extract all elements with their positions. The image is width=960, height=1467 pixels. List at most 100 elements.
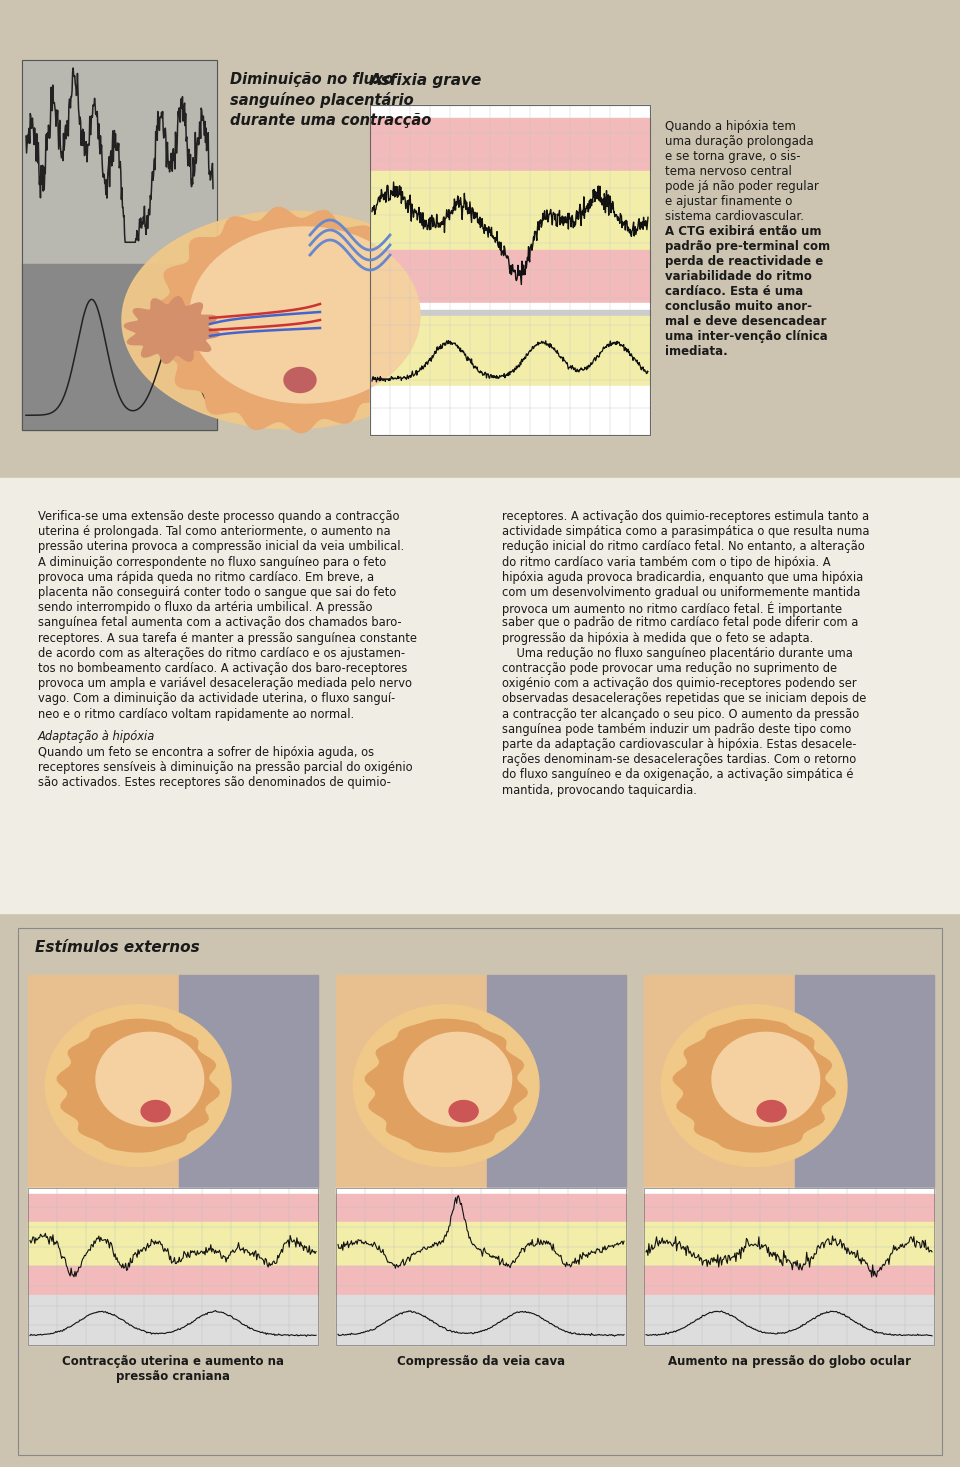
Text: sistema cardiovascular.: sistema cardiovascular. bbox=[665, 210, 804, 223]
Text: são activados. Estes receptores são denominados de quimio-: são activados. Estes receptores são deno… bbox=[38, 776, 391, 789]
Text: perda de reactividade e: perda de reactividade e bbox=[665, 255, 824, 268]
Bar bbox=[28, 1194, 318, 1222]
Text: Diminuição no fluxo
sanguíneo placentário
durante uma contracção: Diminuição no fluxo sanguíneo placentári… bbox=[230, 72, 431, 128]
Text: oxigénio com a activação dos quimio-receptores podendo ser: oxigénio com a activação dos quimio-rece… bbox=[502, 678, 856, 689]
Text: hipóxia aguda provoca bradicardia, enquanto que uma hipóxia: hipóxia aguda provoca bradicardia, enqua… bbox=[502, 571, 863, 584]
Bar bbox=[22, 264, 217, 430]
Polygon shape bbox=[122, 211, 458, 428]
Bar bbox=[28, 1188, 318, 1345]
Text: padrão pre-terminal com: padrão pre-terminal com bbox=[665, 241, 830, 252]
Ellipse shape bbox=[141, 1100, 170, 1122]
Bar bbox=[28, 1266, 318, 1295]
Text: Quando um feto se encontra a sofrer de hipóxia aguda, os: Quando um feto se encontra a sofrer de h… bbox=[38, 745, 374, 758]
Text: Adaptação à hipóxia: Adaptação à hipóxia bbox=[38, 731, 156, 744]
Bar bbox=[22, 60, 217, 430]
Bar bbox=[28, 1244, 318, 1266]
Bar bbox=[644, 1194, 934, 1222]
Text: conclusão muito anor-: conclusão muito anor- bbox=[665, 299, 812, 312]
Text: Uma redução no fluxo sanguíneo placentário durante uma: Uma redução no fluxo sanguíneo placentár… bbox=[502, 647, 852, 660]
Text: redução inicial do ritmo cardíaco fetal. No entanto, a alteração: redução inicial do ritmo cardíaco fetal.… bbox=[502, 540, 865, 553]
Text: Verifica-se uma extensão deste processo quando a contracção: Verifica-se uma extensão deste processo … bbox=[38, 511, 399, 524]
Bar bbox=[336, 1222, 626, 1244]
Bar bbox=[370, 310, 650, 317]
Text: Compressão da veia cava: Compressão da veia cava bbox=[396, 1356, 565, 1369]
Polygon shape bbox=[366, 1020, 527, 1152]
Text: neo e o ritmo cardíaco voltam rapidamente ao normal.: neo e o ritmo cardíaco voltam rapidament… bbox=[38, 707, 354, 720]
Text: Aumento na pressão do globo ocular: Aumento na pressão do globo ocular bbox=[667, 1356, 910, 1369]
Text: de acordo com as alterações do ritmo cardíaco e os ajustamen-: de acordo com as alterações do ritmo car… bbox=[38, 647, 405, 660]
Text: receptores. A sua tarefa é manter a pressão sanguínea constante: receptores. A sua tarefa é manter a pres… bbox=[38, 632, 417, 644]
Text: mantida, provocando taquicardia.: mantida, provocando taquicardia. bbox=[502, 783, 697, 797]
Bar bbox=[18, 929, 942, 1455]
Text: mal e deve desencadear: mal e deve desencadear bbox=[665, 315, 827, 329]
Bar bbox=[336, 1188, 626, 1345]
Text: a contracção ter alcançado o seu pico. O aumento da pressão: a contracção ter alcançado o seu pico. O… bbox=[502, 707, 859, 720]
Bar bbox=[644, 1188, 934, 1194]
Polygon shape bbox=[712, 1033, 820, 1127]
Text: imediata.: imediata. bbox=[665, 345, 728, 358]
Bar bbox=[336, 1194, 626, 1222]
Polygon shape bbox=[353, 1005, 539, 1166]
Ellipse shape bbox=[757, 1100, 786, 1122]
Bar bbox=[28, 1295, 318, 1345]
Polygon shape bbox=[58, 1020, 220, 1152]
Text: do ritmo cardíaco varia também com o tipo de hipóxia. A: do ritmo cardíaco varia também com o tip… bbox=[502, 556, 830, 569]
Text: observadas desacelerações repetidas que se iniciam depois de: observadas desacelerações repetidas que … bbox=[502, 692, 866, 706]
Text: tos no bombeamento cardíaco. A activação dos baro-receptores: tos no bombeamento cardíaco. A activação… bbox=[38, 662, 407, 675]
Text: uma inter-venção clínica: uma inter-venção clínica bbox=[665, 330, 828, 343]
Text: Quando a hipóxia tem: Quando a hipóxia tem bbox=[665, 120, 796, 133]
Text: pode já não poder regular: pode já não poder regular bbox=[665, 180, 819, 194]
Ellipse shape bbox=[449, 1100, 478, 1122]
Bar bbox=[644, 1295, 934, 1345]
Bar bbox=[336, 976, 626, 1345]
Bar bbox=[22, 60, 217, 264]
Bar bbox=[336, 1266, 626, 1295]
Polygon shape bbox=[404, 1033, 512, 1127]
Bar bbox=[370, 386, 650, 436]
Text: e se torna grave, o sis-: e se torna grave, o sis- bbox=[665, 150, 801, 163]
Text: saber que o padrão de ritmo cardíaco fetal pode diferir com a: saber que o padrão de ritmo cardíaco fet… bbox=[502, 616, 858, 629]
Text: sanguínea fetal aumenta com a activação dos chamados baro-: sanguínea fetal aumenta com a activação … bbox=[38, 616, 401, 629]
Bar bbox=[644, 1188, 934, 1345]
Text: parte da adaptação cardiovascular à hipóxia. Estas desacele-: parte da adaptação cardiovascular à hipó… bbox=[502, 738, 856, 751]
Text: provoca um aumento no ritmo cardíaco fetal. É importante: provoca um aumento no ritmo cardíaco fet… bbox=[502, 601, 842, 616]
Polygon shape bbox=[661, 1005, 847, 1166]
Bar bbox=[336, 1244, 626, 1266]
Bar bbox=[28, 1222, 318, 1244]
Bar bbox=[795, 976, 934, 1188]
Bar bbox=[644, 1222, 934, 1244]
Bar bbox=[644, 976, 934, 1188]
Text: A diminuição correspondente no fluxo sanguíneo para o feto: A diminuição correspondente no fluxo san… bbox=[38, 556, 386, 569]
Bar bbox=[487, 976, 626, 1188]
Bar bbox=[336, 1295, 626, 1345]
Bar bbox=[370, 106, 650, 436]
Text: receptores. A activação dos quimio-receptores estimula tanto a: receptores. A activação dos quimio-recep… bbox=[502, 511, 869, 524]
Bar bbox=[179, 976, 318, 1188]
Text: e ajustar finamente o: e ajustar finamente o bbox=[665, 195, 792, 208]
Text: com um desenvolvimento gradual ou uniformemente mantida: com um desenvolvimento gradual ou unifor… bbox=[502, 585, 860, 599]
Bar bbox=[0, 920, 960, 1467]
Ellipse shape bbox=[284, 368, 316, 393]
Text: progressão da hipóxia à medida que o feto se adapta.: progressão da hipóxia à medida que o fet… bbox=[502, 632, 813, 644]
Text: A CTG exibirá então um: A CTG exibirá então um bbox=[665, 224, 822, 238]
Polygon shape bbox=[153, 207, 427, 433]
Text: provoca uma rápida queda no ritmo cardíaco. Em breve, a: provoca uma rápida queda no ritmo cardía… bbox=[38, 571, 374, 584]
Bar bbox=[644, 976, 934, 1345]
Text: vago. Com a diminuição da actividade uterina, o fluxo sanguí-: vago. Com a diminuição da actividade ute… bbox=[38, 692, 396, 706]
Polygon shape bbox=[673, 1020, 835, 1152]
Bar bbox=[644, 1266, 934, 1295]
Text: cardíaco. Esta é uma: cardíaco. Esta é uma bbox=[665, 285, 804, 298]
Polygon shape bbox=[125, 296, 220, 364]
Text: sanguínea pode também induzir um padrão deste tipo como: sanguínea pode também induzir um padrão … bbox=[502, 723, 852, 736]
Text: Estímulos externos: Estímulos externos bbox=[35, 940, 200, 955]
Bar bbox=[370, 106, 650, 119]
Polygon shape bbox=[45, 1005, 231, 1166]
Text: receptores sensíveis à diminuição na pressão parcial do oxigénio: receptores sensíveis à diminuição na pre… bbox=[38, 761, 413, 773]
Text: tema nervoso central: tema nervoso central bbox=[665, 164, 792, 178]
Text: uterina é prolongada. Tal como anteriormente, o aumento na: uterina é prolongada. Tal como anteriorm… bbox=[38, 525, 391, 538]
Text: variabilidade do ritmo: variabilidade do ritmo bbox=[665, 270, 812, 283]
Polygon shape bbox=[190, 227, 420, 403]
Bar bbox=[644, 1244, 934, 1266]
Bar bbox=[370, 317, 650, 386]
Polygon shape bbox=[96, 1033, 204, 1127]
